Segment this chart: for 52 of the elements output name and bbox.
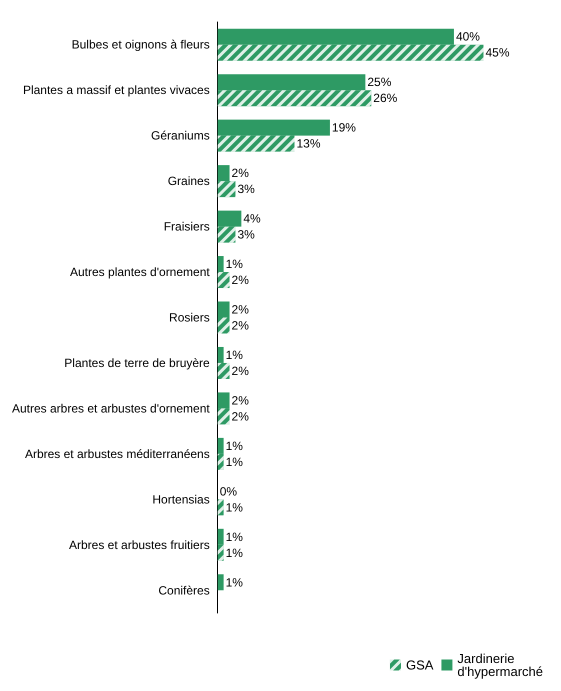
data-label: 1% [226,348,244,362]
data-label: 2% [232,409,250,424]
y-tick-label: Arbres et arbustes méditerranéens [24,446,210,461]
data-label: 45% [485,46,510,60]
data-label: 1% [226,454,244,469]
bar [218,438,224,454]
data-label: 1% [226,500,244,514]
data-label: 2% [232,364,250,378]
bar [218,256,224,272]
y-tick-label: Géraniums [151,128,210,143]
y-tick-label: Bulbes et oignons à fleurs [72,38,210,52]
data-label: 26% [373,91,398,106]
data-label: 4% [243,212,262,226]
data-label: 2% [232,393,250,408]
data-label: 0% [220,484,238,498]
data-label: 19% [332,120,356,135]
y-tick-label: Plantes a massif et plantes vivaces [22,83,210,98]
bar [218,346,224,363]
y-tick-label: Autres plantes d'ornement [70,265,210,280]
data-label: 1% [226,546,244,560]
bar [218,302,230,318]
data-label: 1% [226,438,244,453]
data-label: 3% [237,228,256,242]
data-label: 2% [232,166,250,180]
data-label: 40% [456,30,480,44]
y-tick-label: Hortensias [152,492,210,506]
bar [218,28,454,45]
y-tick-label: Autres arbres et arbustes d'ornement [12,401,210,416]
bar [218,392,230,408]
bar [218,120,330,136]
legend-label: GSA [406,658,434,672]
data-label: 2% [232,302,250,316]
data-label: 1% [226,257,244,272]
data-label: 1% [226,530,244,544]
bar [218,210,242,227]
bar [218,74,366,90]
y-tick-label: Conifères [158,583,210,598]
y-tick-label: Fraisiers [164,220,210,234]
y-tick-label: Graines [168,174,210,188]
data-label: 2% [232,318,250,332]
y-tick-label: Arbres et arbustes fruitiers [69,538,210,552]
y-tick-label: Plantes de terre de bruyère [64,356,210,370]
legend-label: Jardinerie d'hypermarché [457,651,544,679]
data-label: 13% [296,136,321,151]
data-label: 3% [237,182,256,196]
data-label: 1% [226,575,244,590]
bar [218,574,224,590]
data-label: 2% [232,273,250,288]
data-label: 25% [367,75,392,90]
bar [218,165,230,182]
y-tick-label: Rosiers [169,310,210,324]
bar [218,528,224,545]
